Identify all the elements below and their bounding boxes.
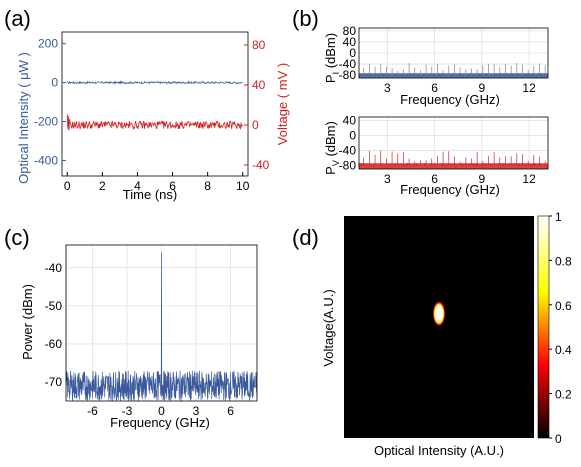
y-tick-label: -70 [45,375,63,389]
panel-letter-b: (b) [292,6,319,31]
right-y-axis-title-a: Voltage ( mV ) [275,63,290,145]
x-tick-label: 2 [99,179,106,193]
left-y-tick-label: -400 [34,153,58,167]
plot-frame-a [61,31,249,177]
panel-letter-a: (a) [4,6,31,31]
plot-frame-c [65,244,258,402]
noise-floor-band [359,163,548,169]
panel-a: (a) 200 0 -200 -400 80 40 0 -40 0 2 4 6 8 10 Time (… [4,6,290,202]
x-tick-label: 4 [134,179,141,193]
x-tick-label: 8 [204,179,211,193]
x-ticks-a: 0 2 4 6 8 10 [64,172,250,193]
x-tick-label: -6 [87,404,98,418]
x-axis-title-a: Time (ns) [123,187,177,202]
x-tick-label: 0 [158,404,165,418]
y-tick-label: -40 [339,143,357,157]
right-y-ticks-a: 80 40 0 -40 [244,38,270,172]
y-tick-label: 80 [343,24,357,38]
panel-letter-d: (d) [292,225,319,250]
heatmap-background [344,216,534,438]
x-tick-label: 6 [227,404,234,418]
right-y-tick-label: -40 [252,158,270,172]
x-axis-title-b-top: Frequency (GHz) [400,92,500,107]
heatmap-spot [433,301,445,326]
intensity-series-line [67,80,243,85]
x-tick-label: 9 [479,81,486,95]
colorbar-tick-label: 0.6 [555,299,572,313]
y-tick-label: -80 [339,68,357,82]
panel-letter-c: (c) [4,225,30,250]
x-tick-label: 3 [193,404,200,418]
colorbar-tick-label: 0 [555,432,562,446]
y-tick-label: -80 [339,158,357,172]
colorbar-tick-label: 0.2 [555,388,572,402]
y-tick-label: -60 [45,337,63,351]
right-y-tick-label: 0 [252,118,259,132]
y-ticks-b-bottom: 400-40-80 [339,114,357,173]
colorbar-tick-label: 0.4 [555,343,572,357]
y-ticks-c: -40 -50 -60 -70 [45,261,63,389]
colorbar-ticks: 1 0.8 0.6 0.4 0.2 0 [549,210,572,446]
colorbar [537,215,550,439]
x-tick-label: -3 [122,404,133,418]
x-tick-label: 12 [522,81,536,95]
y-tick-label: 40 [343,35,357,49]
grid-b-top [359,28,548,78]
x-ticks-c: -6 -3 0 3 6 [87,404,234,418]
left-y-tick-label: -200 [34,115,58,129]
plot-frame-b-top [358,27,549,79]
x-axis-title-d: Optical Intensity (A.U.) [374,443,504,458]
y-tick-label: -40 [339,57,357,71]
panel-d: (d) 1 0.8 0.6 0.4 0.2 0 Voltage(A.U.) Optical… [292,210,572,458]
colorbar-tick-label: 0.8 [555,254,572,268]
x-tick-label: 6 [431,81,438,95]
x-tick-label: 6 [431,172,438,186]
panel-c: (c) -40 -50 -60 -70 -6 -3 0 3 6 Power (dBm) Fre… [4,225,258,430]
right-y-tick-label: 80 [252,38,266,52]
x-tick-label: 0 [64,179,71,193]
spectrum-bars-b-bottom [359,150,548,169]
y-axis-title-c: Power (dBm) [20,284,35,360]
y-tick-label: 0 [349,46,356,60]
y-axis-title-d: Voltage(A.U.) [321,289,336,366]
left-y-tick-label: 0 [51,76,58,90]
x-ticks-b-top: 3 6 9 12 [384,81,536,95]
right-y-tick-label: 40 [252,78,266,92]
plot-frame-b-bottom [358,116,549,170]
x-tick-label: 12 [522,172,536,186]
left-y-tick-label: 200 [38,37,58,51]
spectrum-bars-b-top [358,62,548,78]
y-tick-label: 40 [343,114,357,128]
panel-b-bottom: 400-40-80 3 6 9 12 PV (dBm) Frequency (GHz) [323,114,549,197]
noise-floor-band [359,73,548,78]
left-y-ticks-a: 200 0 -200 -400 [34,37,66,167]
power-spectrum-line [65,252,258,402]
grid-b-bottom [359,117,548,169]
y-tick-label: -40 [45,261,63,275]
y-tick-label: 0 [349,129,356,143]
y-tick-label: -50 [45,299,63,313]
colorbar-tick-label: 1 [555,210,562,224]
x-axis-title-c: Frequency (GHz) [110,415,210,430]
left-y-axis-title-a: Optical Intensity ( μW ) [16,52,31,184]
x-ticks-b-bottom: 3 6 9 12 [384,172,536,186]
voltage-series-line [66,114,243,131]
x-tick-label: 3 [384,172,391,186]
y-axis-title-b-top: PI (dBm) [323,33,341,83]
x-tick-label: 6 [169,179,176,193]
x-tick-label: 3 [384,81,391,95]
x-axis-title-b-bottom: Frequency (GHz) [400,182,500,197]
x-tick-label: 9 [479,172,486,186]
x-tick-label: 10 [236,179,250,193]
y-axis-title-b-bottom: PV (dBm) [323,121,341,175]
